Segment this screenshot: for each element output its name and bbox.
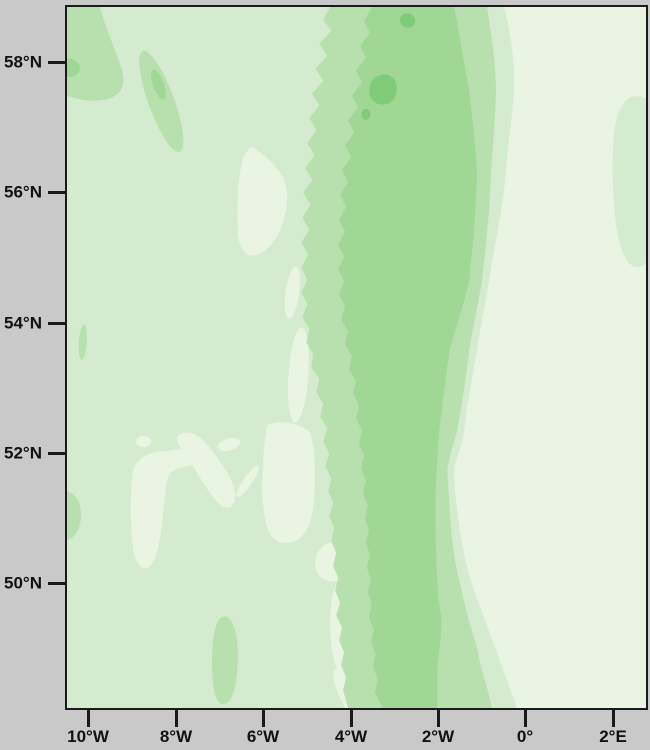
y-tick-mark-56n xyxy=(48,191,65,194)
contour-level0-patch-sliver xyxy=(236,465,260,497)
contour-level2-bottom-lozenge xyxy=(211,616,238,705)
contour-level4-blob-tiny xyxy=(361,108,371,120)
y-tick-mark-52n xyxy=(48,451,65,455)
x-tick-mark-2w xyxy=(436,710,440,727)
x-tick-label-4w: 4°W xyxy=(334,727,368,746)
x-tick-label-2e: 2°E xyxy=(599,727,627,746)
x-tick-label-8w: 8°W xyxy=(159,727,193,746)
contour-level0-streak-mid xyxy=(287,327,309,423)
contour-level3-band-core xyxy=(338,7,478,708)
y-tick-label-56n: 56°N xyxy=(4,182,42,202)
y-tick-label-50n: 50°N xyxy=(4,573,42,593)
y-tick-label-54n: 54°N xyxy=(4,313,42,333)
x-tick-label-6w: 6°W xyxy=(246,727,280,746)
x-tick-mark-2e xyxy=(611,710,615,727)
contour-level0-streak-upper-blob xyxy=(237,146,288,256)
y-tick-label-58n: 58°N xyxy=(4,52,42,72)
contour-level0-patch-curl xyxy=(217,437,241,452)
map-plot-area xyxy=(65,5,648,710)
x-tick-mark-4w xyxy=(349,710,353,727)
x-tick-label-0: 0° xyxy=(516,727,534,746)
contour-map-canvas xyxy=(67,7,646,708)
contour-level0-patch-small-oval xyxy=(135,436,152,447)
contour-level3-streak-core xyxy=(150,69,166,100)
contour-level0-streak-lower-wide xyxy=(262,422,315,544)
x-tick-label-2w: 2°W xyxy=(421,727,455,746)
y-tick-mark-54n xyxy=(48,321,65,325)
x-tick-mark-8w xyxy=(174,710,178,727)
contour-level2-topleft-wedge xyxy=(67,7,124,101)
y-tick-mark-58n xyxy=(48,60,65,64)
y-tick-mark-50n xyxy=(48,581,65,585)
x-tick-mark-10w xyxy=(86,710,90,727)
x-tick-mark-0 xyxy=(523,710,527,727)
contour-level1-right-edge-patch xyxy=(612,96,646,267)
contour-level2-diagonal-streak xyxy=(139,50,184,153)
x-tick-label-10w: 10°W xyxy=(67,727,109,746)
contour-level2-left-blob xyxy=(67,491,81,540)
y-tick-label-52n: 52°N xyxy=(4,443,42,463)
contour-level0-patch-angled-stripe xyxy=(176,432,236,508)
contour-level0-streak-sliver xyxy=(284,266,301,318)
contour-level4-blob-north xyxy=(400,12,416,28)
contour-level4-blob-main xyxy=(369,74,397,105)
contour-level0-patch-big-blob xyxy=(130,448,202,569)
contour-level2-left-sliver xyxy=(78,324,88,360)
contour-level3-left-edge-spot xyxy=(67,58,81,77)
x-tick-mark-6w xyxy=(261,710,265,727)
